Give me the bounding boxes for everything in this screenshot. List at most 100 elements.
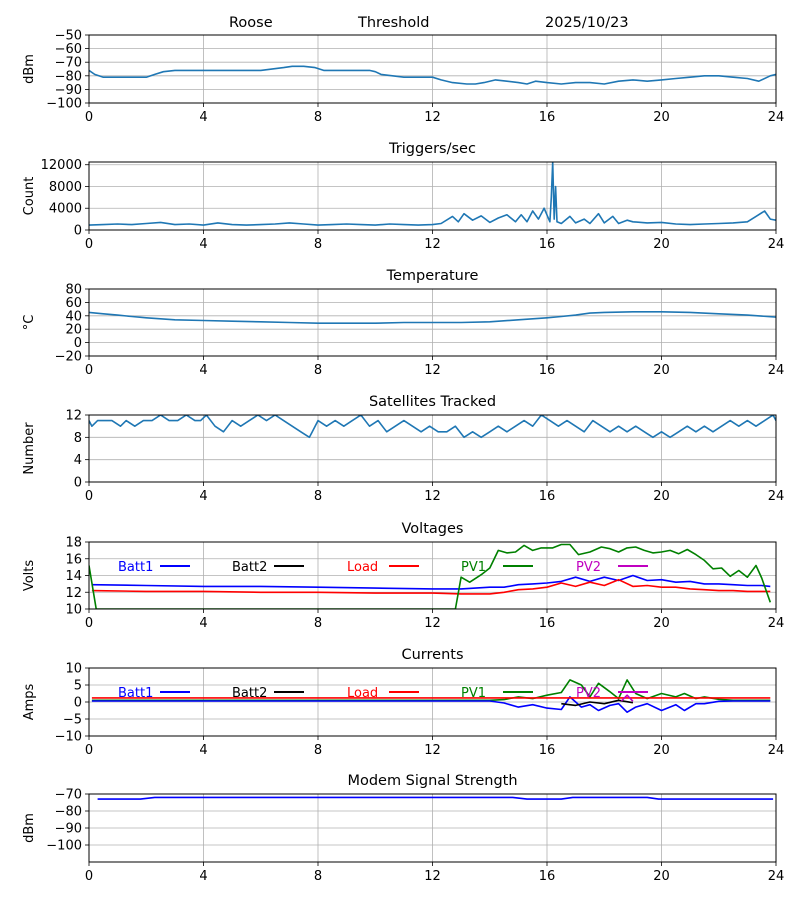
temperature-ytick-label: 60 xyxy=(65,296,82,311)
signal-ytick-label: −90 xyxy=(55,83,82,98)
voltages-xtick-label: 8 xyxy=(314,616,322,631)
triggers-series-group xyxy=(89,162,776,226)
currents-series-batt1-line xyxy=(91,696,771,714)
voltages-ytick-label: 16 xyxy=(65,552,82,567)
signal-xtick-label: 12 xyxy=(424,110,441,125)
header-mode: Threshold xyxy=(357,15,429,31)
triggers-xtick-label: 16 xyxy=(539,237,556,252)
triggers-ytick-label: 8000 xyxy=(49,180,82,195)
satellites-ylabel: Number xyxy=(22,422,37,475)
voltages-legend-label-batt1: Batt1 xyxy=(118,560,153,575)
triggers-ytick-label: 12000 xyxy=(41,158,82,173)
satellites-xtick-label: 24 xyxy=(768,489,785,504)
satellites-ytick-label: 12 xyxy=(65,409,82,424)
modem-ytick-label: −100 xyxy=(46,839,82,854)
voltages-series-load-line xyxy=(91,578,771,595)
temperature-ytick-label: −20 xyxy=(55,350,82,365)
currents-title: Currents xyxy=(401,647,463,663)
signal-ytick-label: −60 xyxy=(55,42,82,57)
voltages-xtick-label: 12 xyxy=(424,616,441,631)
triggers-xtick-label: 20 xyxy=(653,237,670,252)
currents-legend-label-batt2: Batt2 xyxy=(232,686,267,701)
currents-legend: Batt1 Batt2 Load PV1 PV2 xyxy=(118,686,648,701)
modem-ytick-label: −70 xyxy=(55,788,82,803)
triggers-xtick-label: 12 xyxy=(424,237,441,252)
currents-legend-label-pv1: PV1 xyxy=(461,686,486,701)
temperature-ytick-label: 20 xyxy=(65,323,82,338)
voltages-legend-label-batt2: Batt2 xyxy=(232,560,267,575)
currents-ytick-label: −10 xyxy=(55,730,82,745)
voltages-ytick-label: 18 xyxy=(65,536,82,551)
modem-panel: 0 4 8 12 16 20 24 −70 −80 −90 −100 Modem Signal Str… xyxy=(22,773,784,884)
satellites-title: Satellites Tracked xyxy=(369,394,496,410)
triggers-xtick-label: 8 xyxy=(314,237,322,252)
currents-xtick-label: 4 xyxy=(199,743,207,758)
figure-header: Roose Threshold 2025/10/23 xyxy=(229,15,629,31)
temperature-ylabel: °C xyxy=(22,315,37,331)
currents-axes-frame xyxy=(88,667,777,737)
temperature-ytick-label: 40 xyxy=(65,309,82,324)
header-date: 2025/10/23 xyxy=(545,15,629,31)
currents-ytick-label: 10 xyxy=(65,662,82,677)
temperature-xtick-label: 8 xyxy=(314,363,322,378)
signal-ylabel: dBm xyxy=(22,54,37,84)
modem-xtick-label: 8 xyxy=(314,869,322,884)
modem-series-group xyxy=(97,796,774,800)
voltages-legend: Batt1 Batt2 Load PV1 PV2 xyxy=(118,560,648,575)
temperature-series-temperature-line xyxy=(89,310,776,325)
modem-xtick-label: 0 xyxy=(85,869,93,884)
satellites-ytick-label: 0 xyxy=(74,476,82,491)
signal-xtick-label: 20 xyxy=(653,110,670,125)
temperature-xtick-label: 16 xyxy=(539,363,556,378)
currents-series-pv2-line xyxy=(620,694,634,702)
signal-xtick-label: 24 xyxy=(768,110,785,125)
temperature-xtick-label: 4 xyxy=(199,363,207,378)
satellites-xtick-label: 4 xyxy=(199,489,207,504)
signal-xtick-label: 4 xyxy=(199,110,207,125)
satellites-xtick-label: 12 xyxy=(424,489,441,504)
triggers-ylabel: Count xyxy=(22,177,37,216)
satellites-ytick-label: 4 xyxy=(74,453,82,468)
temperature-xtick-label: 24 xyxy=(768,363,785,378)
currents-xtick-label: 0 xyxy=(85,743,93,758)
currents-series-batt2-line xyxy=(561,699,634,707)
triggers-ytick-label: 4000 xyxy=(49,202,82,217)
currents-legend-label-load: Load xyxy=(347,686,378,701)
triggers-title: Triggers/sec xyxy=(388,141,476,157)
modem-xtick-label: 12 xyxy=(424,869,441,884)
signal-ytick-label: −80 xyxy=(55,69,82,84)
satellites-xtick-label: 16 xyxy=(539,489,556,504)
voltages-ytick-label: 14 xyxy=(65,569,82,584)
currents-ylabel: Amps xyxy=(22,683,37,720)
temperature-title: Temperature xyxy=(386,268,479,284)
signal-xtick-label: 0 xyxy=(85,110,93,125)
signal-axes-frame xyxy=(88,34,777,104)
satellites-xtick-label: 8 xyxy=(314,489,322,504)
satellites-xtick-label: 20 xyxy=(653,489,670,504)
modem-xtick-label: 16 xyxy=(539,869,556,884)
voltages-ytick-label: 10 xyxy=(65,603,82,618)
currents-ytick-label: 0 xyxy=(74,696,82,711)
modem-xtick-label: 4 xyxy=(199,869,207,884)
triggers-ytick-label: 0 xyxy=(74,224,82,239)
triggers-panel: 0 4 8 12 16 20 24 0 4000 8000 12000 Triggers/sec Cou… xyxy=(22,141,784,252)
currents-xtick-label: 16 xyxy=(539,743,556,758)
temperature-ytick-label: 80 xyxy=(65,283,82,298)
signal-series-group xyxy=(89,65,776,85)
temperature-ytick-label: 0 xyxy=(74,336,82,351)
signal-xtick-label: 8 xyxy=(314,110,322,125)
modem-ylabel: dBm xyxy=(22,813,37,843)
signal-ytick-label: −100 xyxy=(46,97,82,112)
voltages-legend-label-load: Load xyxy=(347,560,378,575)
voltages-axes-frame xyxy=(88,541,777,610)
voltages-legend-label-pv2: PV2 xyxy=(576,560,601,575)
triggers-series-triggers-line xyxy=(89,162,776,226)
voltages-ytick-label: 12 xyxy=(65,586,82,601)
modem-xtick-label: 24 xyxy=(768,869,785,884)
temperature-series-group xyxy=(89,310,776,325)
triggers-axes-frame xyxy=(88,161,777,231)
currents-ytick-label: 5 xyxy=(74,679,82,694)
signal-series-signal-line xyxy=(89,65,776,85)
